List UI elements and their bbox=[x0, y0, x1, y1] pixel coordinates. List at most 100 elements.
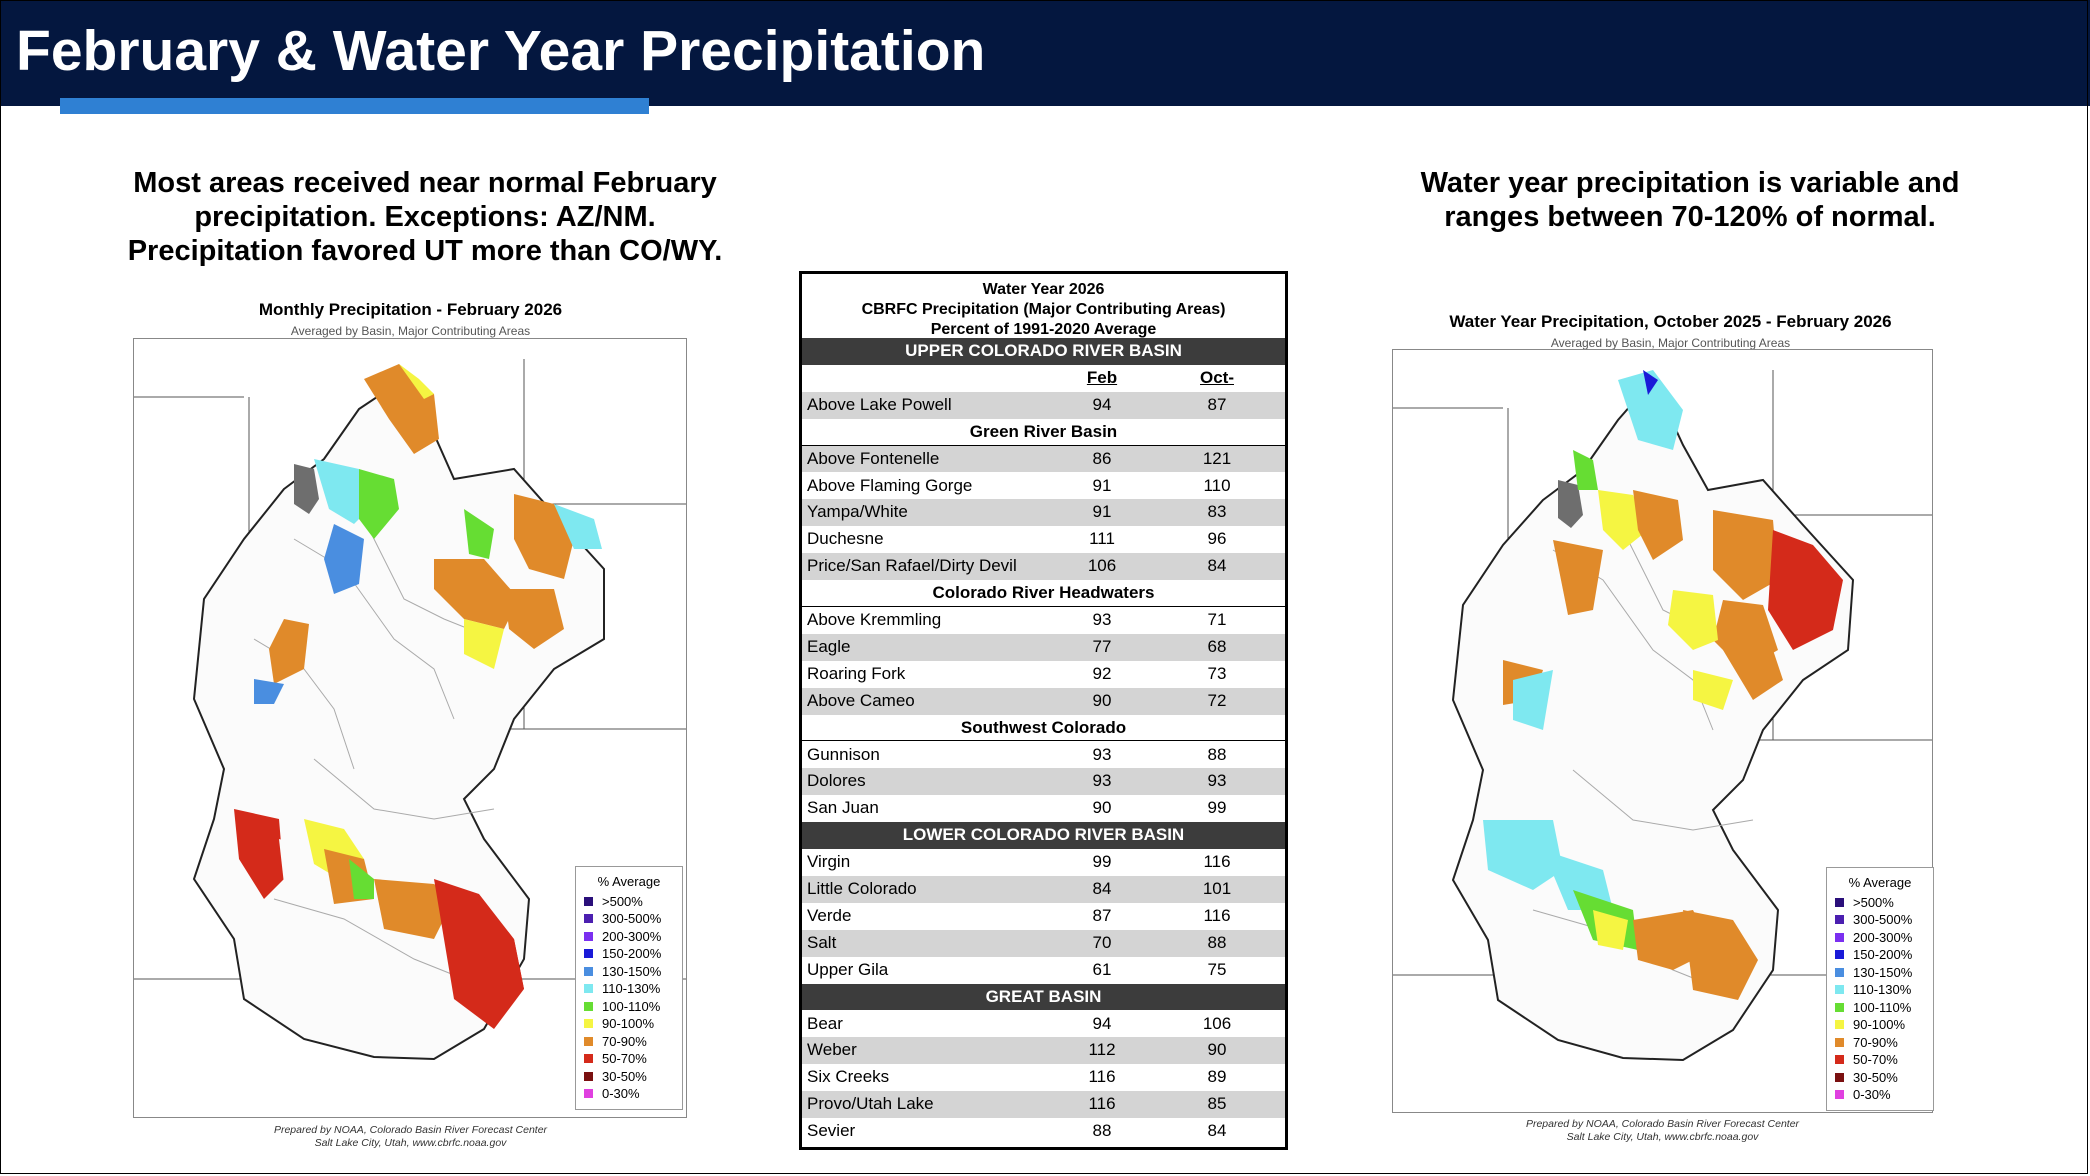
legend-swatch bbox=[584, 966, 593, 976]
legend-label: >500% bbox=[1853, 894, 1894, 910]
right-map-legend: % Average >500% 300-500% 200-300% 150-200% 1… bbox=[1826, 867, 1934, 1111]
feb-value: 84 bbox=[1092, 879, 1112, 898]
credit-line: Salt Lake City, Utah, www.cbrfc.noaa.gov bbox=[1566, 1131, 1759, 1143]
feb-value: 112 bbox=[1088, 1040, 1116, 1060]
feb-value: 90 bbox=[1092, 690, 1112, 710]
table-subheader: Southwest Colorado bbox=[802, 715, 1285, 742]
table-row: Yampa/White 91 83 bbox=[802, 499, 1285, 527]
table-row: Salt 70 88 bbox=[802, 929, 1285, 957]
table-row: Above Cameo 90 72 bbox=[802, 687, 1285, 715]
octfeb-value: 88 bbox=[1207, 744, 1227, 764]
legend-label: 200-300% bbox=[602, 928, 662, 944]
table-row: Weber 112 90 bbox=[802, 1037, 1285, 1065]
octfeb-value: 121 bbox=[1202, 448, 1232, 468]
table-row: Duchesne 111 96 bbox=[802, 526, 1285, 553]
basin-name: Eagle bbox=[807, 636, 851, 656]
basin-name: San Juan bbox=[807, 798, 879, 818]
legend-label: 110-130% bbox=[1853, 982, 1912, 997]
legend-label: 70-90% bbox=[602, 1033, 647, 1049]
feb-value: 88 bbox=[1092, 1121, 1112, 1141]
left-caption-line: Most areas received near normal February bbox=[133, 167, 717, 199]
legend-swatch bbox=[1835, 1055, 1844, 1065]
legend-swatch bbox=[1835, 1002, 1844, 1012]
table-heading-line: Percent of 1991-2020 Average bbox=[930, 321, 1157, 338]
legend-label: 150-200% bbox=[602, 946, 662, 961]
legend-item: 130-150% bbox=[1835, 964, 1925, 982]
feb-value: 91 bbox=[1092, 475, 1112, 495]
octfeb-value: 116 bbox=[1203, 905, 1231, 925]
legend-swatch bbox=[1835, 1037, 1844, 1047]
legend-label: 90-100% bbox=[1853, 1017, 1906, 1032]
credit-line: Prepared by NOAA, Colorado Basin River F… bbox=[273, 1124, 548, 1136]
octfeb-value: 93 bbox=[1207, 771, 1227, 791]
table-row: Sevier 88 84 bbox=[802, 1118, 1285, 1145]
left-caption-line: precipitation. Exceptions: AZ/NM. bbox=[194, 201, 656, 233]
legend-item: 200-300% bbox=[584, 928, 674, 946]
legend-label: 130-150% bbox=[602, 963, 662, 979]
octfeb-value: 99 bbox=[1207, 798, 1227, 818]
legend-swatch bbox=[584, 1019, 593, 1029]
basin-name: Yampa/White bbox=[807, 502, 908, 522]
legend-label: 200-300% bbox=[1853, 929, 1913, 945]
legend-item: 70-90% bbox=[584, 1033, 674, 1051]
feb-value: 61 bbox=[1092, 959, 1112, 979]
basin-name: Upper Gila bbox=[807, 959, 889, 979]
feb-value: 90 bbox=[1092, 798, 1112, 818]
legend-item: 150-200% bbox=[1835, 946, 1925, 964]
legend-item: 100-110% bbox=[1835, 999, 1925, 1017]
table-row: Eagle 77 68 bbox=[802, 633, 1285, 661]
credit-line: Prepared by NOAA, Colorado Basin River F… bbox=[1525, 1118, 1800, 1130]
octfeb-value: 84 bbox=[1207, 556, 1227, 576]
col-feb-header: Feb bbox=[1086, 367, 1118, 387]
page-title: February & Water Year Precipitation bbox=[16, 19, 986, 83]
basin-name: Six Creeks bbox=[807, 1067, 890, 1087]
octfeb-value: 110 bbox=[1203, 475, 1231, 495]
legend-item: 90-100% bbox=[1835, 1016, 1925, 1034]
title-accent-bar bbox=[60, 98, 649, 114]
legend-swatch bbox=[1835, 985, 1844, 995]
legend-label: 50-70% bbox=[602, 1051, 647, 1066]
octfeb-value: 96 bbox=[1207, 529, 1227, 549]
basin-name: Price/San Rafael/Dirty Devil bbox=[807, 556, 1017, 576]
legend-label: 30-50% bbox=[1853, 1069, 1898, 1085]
left-map-subtitle: Averaged by Basin, Major Contributing Ar… bbox=[290, 324, 531, 338]
right-caption: Water year precipitation is variable and… bbox=[1390, 166, 1990, 234]
table-row: Provo/Utah Lake 116 85 bbox=[802, 1091, 1285, 1119]
table-subheader: Colorado River Headwaters bbox=[802, 580, 1285, 607]
table-heading: Water Year 2026 CBRFC Precipitation (Maj… bbox=[802, 274, 1285, 338]
legend-item: 200-300% bbox=[1835, 929, 1925, 947]
legend-label: 50-70% bbox=[1853, 1052, 1898, 1067]
legend-label: 70-90% bbox=[1853, 1034, 1898, 1050]
basin-name: Salt bbox=[807, 932, 837, 952]
feb-value: 93 bbox=[1092, 771, 1112, 791]
table-row: Six Creeks 116 89 bbox=[802, 1064, 1285, 1091]
legend-label: 90-100% bbox=[602, 1016, 655, 1031]
left-map-title: Monthly Precipitation - February 2026 bbox=[258, 300, 563, 319]
legend-title: % Average bbox=[1848, 875, 1912, 890]
octfeb-value: 83 bbox=[1207, 502, 1227, 522]
table-row: Gunnison 93 88 bbox=[802, 742, 1285, 769]
legend-label: 110-130% bbox=[602, 981, 661, 996]
table-row: Little Colorado 84 101 bbox=[802, 876, 1285, 903]
legend-swatch bbox=[584, 1089, 593, 1099]
octfeb-value: 116 bbox=[1203, 852, 1231, 872]
feb-value: 111 bbox=[1089, 529, 1115, 549]
right-map-title: Water Year Precipitation, October 2025 -… bbox=[1449, 312, 1892, 331]
feb-value: 116 bbox=[1088, 1094, 1116, 1114]
feb-value: 93 bbox=[1092, 610, 1112, 629]
table-row: Above Fontenelle 86 121 bbox=[802, 445, 1285, 473]
legend-label: 300-500% bbox=[1853, 912, 1913, 927]
feb-value: 94 bbox=[1092, 1013, 1112, 1033]
legend-label: 0-30% bbox=[1853, 1087, 1891, 1102]
legend-item: 0-30% bbox=[584, 1085, 674, 1103]
legend-swatch bbox=[1835, 932, 1844, 942]
left-caption: Most areas received near normal February… bbox=[90, 166, 760, 268]
right-map-subtitle: Averaged by Basin, Major Contributing Ar… bbox=[1550, 336, 1791, 350]
legend-swatch bbox=[1835, 1090, 1844, 1100]
octfeb-value: 72 bbox=[1207, 690, 1227, 710]
legend-swatch bbox=[584, 1001, 593, 1011]
feb-value: 116 bbox=[1088, 1067, 1116, 1087]
octfeb-value: 73 bbox=[1207, 663, 1227, 683]
octfeb-value: 84 bbox=[1207, 1121, 1227, 1141]
legend-label: 30-50% bbox=[602, 1068, 647, 1084]
